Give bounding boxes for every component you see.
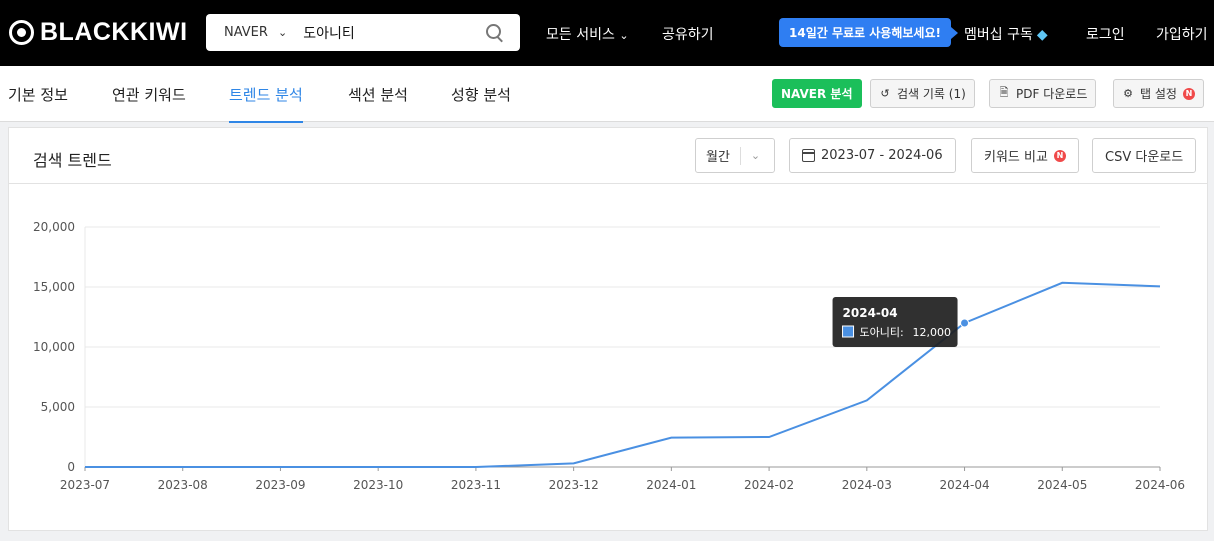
tab-tendency-analysis[interactable]: 성향 분석 (451, 86, 511, 104)
pdf-download-button[interactable]: 🗎 PDF 다운로드 (989, 79, 1097, 108)
search-input[interactable]: 도아니티 (303, 25, 355, 42)
search-trend-card: 검색 트렌드 월간 ⌄ 2023-07 - 2024-06 키워드 비교 N C… (8, 127, 1208, 531)
x-tick-label: 2024-06 (1135, 478, 1185, 492)
keyword-compare-label: 키워드 비교 (984, 150, 1048, 165)
data-point (960, 318, 970, 328)
history-icon: ↺ (880, 87, 890, 100)
chevron-down-icon[interactable]: ⌄ (278, 26, 288, 39)
kiwi-logo-icon (9, 19, 34, 45)
date-range-value: 2023-07 - 2024-06 (821, 148, 943, 163)
csv-download-button[interactable]: CSV 다운로드 (1092, 138, 1197, 173)
pdf-file-icon: 🗎 (999, 86, 1009, 99)
y-tick-label: 20,000 (33, 220, 75, 234)
membership-link[interactable]: 멤버십 구독 ◆ (964, 24, 1048, 44)
tab-related-keywords[interactable]: 연관 키워드 (112, 86, 186, 104)
x-tick-label: 2023-09 (255, 478, 305, 492)
date-range-picker[interactable]: 2023-07 - 2024-06 (789, 138, 956, 173)
top-bar: BLACKKIWI NAVER ⌄ 도아니티 모든 서비스 ⌄ 공유하기 14일… (0, 0, 1214, 66)
x-tick-label: 2023-11 (451, 478, 501, 492)
search-history-label: 검색 기록 (1) (897, 87, 966, 101)
brand-logo[interactable]: BLACKKIWI (9, 19, 188, 45)
new-badge: N (1053, 149, 1066, 162)
pdf-download-label: PDF 다운로드 (1016, 87, 1088, 101)
y-tick-label: 0 (67, 460, 75, 474)
y-tick-label: 5,000 (41, 400, 75, 414)
x-tick-label: 2024-03 (842, 478, 892, 492)
x-tick-label: 2024-02 (744, 478, 794, 492)
search-icon[interactable] (484, 22, 506, 44)
tab-section-analysis[interactable]: 섹션 분석 (348, 86, 408, 104)
select-divider (739, 146, 741, 165)
nav-all-services[interactable]: 모든 서비스 ⌄ (546, 24, 629, 44)
nav-all-services-label: 모든 서비스 (546, 27, 615, 43)
analysis-tab-bar: 기본 정보 연관 키워드 트렌드 분석 섹션 분석 성향 분석 NAVER 분석… (0, 66, 1214, 123)
search-history-button[interactable]: ↺ 검색 기록 (1) (870, 79, 975, 108)
gear-icon: ⚙ (1123, 87, 1133, 100)
tooltip-label: 도아니티: (860, 326, 904, 339)
x-tick-label: 2024-01 (646, 478, 696, 492)
diamond-icon: ◆ (1036, 27, 1048, 43)
tab-settings-label: 탭 설정 (1140, 87, 1177, 101)
signup-link[interactable]: 가입하기 (1156, 27, 1208, 43)
x-tick-label: 2024-04 (939, 478, 989, 492)
tooltip-box (832, 297, 958, 347)
y-tick-label: 10,000 (33, 340, 75, 354)
nav-share[interactable]: 공유하기 (662, 27, 714, 43)
trend-line-chart[interactable]: 0 5,000 10,000 15,000 20,000 2023-07 2023-08 20… (9, 185, 1207, 531)
x-tick-label: 2024-05 (1037, 478, 1087, 492)
x-tick-label: 2023-08 (158, 478, 208, 492)
period-select[interactable]: 월간 ⌄ (695, 138, 775, 173)
keyword-compare-button[interactable]: 키워드 비교 N (971, 138, 1079, 173)
membership-label: 멤버십 구독 (964, 27, 1033, 43)
new-badge: N (1182, 87, 1195, 100)
card-header: 검색 트렌드 월간 ⌄ 2023-07 - 2024-06 키워드 비교 N C… (9, 128, 1207, 184)
tooltip-value: 12,000 (913, 326, 952, 339)
period-select-value: 월간 (706, 150, 730, 165)
chevron-down-icon: ⌄ (619, 29, 629, 42)
x-tick-label: 2023-10 (353, 478, 403, 492)
calendar-icon (802, 149, 815, 162)
tab-basic-info[interactable]: 기본 정보 (8, 86, 68, 104)
tab-settings-button[interactable]: ⚙ 탭 설정 N (1113, 79, 1204, 108)
tab-trend-analysis[interactable]: 트렌드 분석 (229, 84, 303, 123)
tooltip-legend-swatch (842, 325, 855, 338)
platform-select[interactable]: NAVER (224, 25, 268, 40)
search-bar: NAVER ⌄ 도아니티 (206, 14, 520, 51)
chevron-down-icon: ⌄ (750, 149, 761, 162)
tooltip-title: 2024-04 (843, 306, 898, 320)
y-tick-label: 15,000 (33, 280, 75, 294)
login-link[interactable]: 로그인 (1086, 27, 1125, 43)
x-tick-label: 2023-07 (60, 478, 110, 492)
x-tick-label: 2023-12 (549, 478, 599, 492)
brand-name: BLACKKIWI (40, 18, 188, 46)
series-line (85, 281, 1161, 468)
naver-analysis-button[interactable]: NAVER 분석 (772, 79, 862, 108)
free-trial-banner[interactable]: 14일간 무료로 사용해보세요! (779, 18, 958, 47)
card-title: 검색 트렌드 (33, 151, 112, 170)
